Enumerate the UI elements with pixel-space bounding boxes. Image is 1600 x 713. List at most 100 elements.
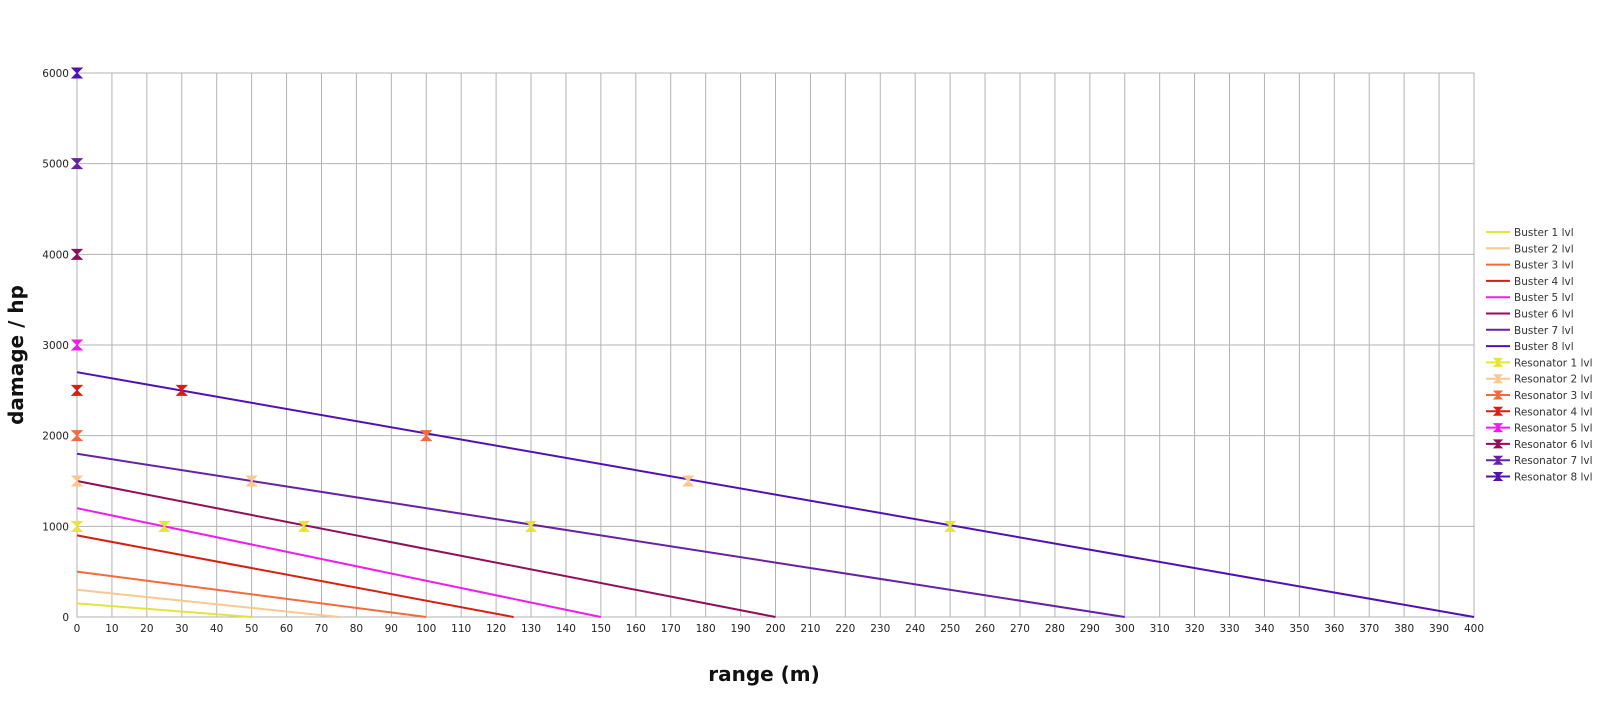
x-tick-label: 70 xyxy=(315,623,328,635)
x-tick-label: 60 xyxy=(280,623,293,635)
series-resonator-8-lvl xyxy=(70,67,84,79)
series-buster-8-lvl xyxy=(76,371,1475,618)
series-buster-3-lvl xyxy=(76,570,427,618)
data-point-marker xyxy=(70,475,84,487)
legend-label: Buster 3 lvl xyxy=(1514,260,1574,272)
x-tick-label: 120 xyxy=(486,623,506,635)
legend-label: Buster 5 lvl xyxy=(1514,292,1574,304)
x-tick-label: 300 xyxy=(1115,623,1135,635)
x-tick-label: 210 xyxy=(800,623,820,635)
legend-marker-icon xyxy=(1492,423,1504,433)
series-line xyxy=(76,534,514,618)
legend-label: Resonator 5 lvl xyxy=(1514,423,1593,435)
legend-item: Buster 8 lvl xyxy=(1486,341,1574,353)
y-tick-label: 5000 xyxy=(42,159,69,171)
legend-item: Resonator 8 lvl xyxy=(1486,472,1593,484)
legend-item: Buster 7 lvl xyxy=(1486,325,1574,337)
y-tick-label: 0 xyxy=(62,612,69,624)
x-tick-label: 340 xyxy=(1254,623,1274,635)
x-tick-label: 30 xyxy=(175,623,188,635)
series-line xyxy=(76,570,427,618)
series-line xyxy=(76,507,602,618)
x-tick-label: 170 xyxy=(661,623,681,635)
x-tick-label: 140 xyxy=(556,623,576,635)
series-resonator-7-lvl xyxy=(70,158,84,170)
x-tick-label: 20 xyxy=(140,623,153,635)
legend-item: Buster 1 lvl xyxy=(1486,227,1574,239)
legend-label: Resonator 3 lvl xyxy=(1514,390,1593,402)
x-tick-label: 390 xyxy=(1429,623,1449,635)
x-tick-label: 330 xyxy=(1220,623,1240,635)
x-tick-label: 230 xyxy=(870,623,890,635)
data-point-marker xyxy=(70,430,84,442)
y-tick-label: 4000 xyxy=(42,249,69,261)
legend-item: Buster 3 lvl xyxy=(1486,260,1574,272)
data-point-marker xyxy=(70,248,84,260)
y-tick-label: 3000 xyxy=(42,340,69,352)
y-axis-title: damage / hp xyxy=(4,285,28,425)
x-tick-label: 50 xyxy=(245,623,258,635)
series-line xyxy=(76,480,776,618)
x-tick-label: 100 xyxy=(416,623,436,635)
series-buster-1-lvl xyxy=(76,602,252,618)
data-point-marker xyxy=(681,475,695,487)
x-tick-label: 360 xyxy=(1324,623,1344,635)
x-tick-label: 320 xyxy=(1185,623,1205,635)
x-tick-label: 310 xyxy=(1150,623,1170,635)
legend-label: Buster 6 lvl xyxy=(1514,309,1574,321)
legend-item: Resonator 5 lvl xyxy=(1486,423,1593,435)
x-tick-label: 130 xyxy=(521,623,541,635)
legend-label: Buster 4 lvl xyxy=(1514,276,1574,288)
data-point-marker xyxy=(70,384,84,396)
y-tick-label: 1000 xyxy=(42,521,69,533)
data-point-marker xyxy=(70,67,84,79)
x-tick-label: 270 xyxy=(1010,623,1030,635)
x-tick-label: 240 xyxy=(905,623,925,635)
legend-item: Buster 4 lvl xyxy=(1486,276,1574,288)
legend-label: Buster 7 lvl xyxy=(1514,325,1574,337)
data-point-marker xyxy=(158,520,171,532)
legend-item: Resonator 4 lvl xyxy=(1486,406,1593,418)
legend-item: Resonator 6 lvl xyxy=(1486,439,1593,451)
legend-label: Resonator 2 lvl xyxy=(1514,374,1593,386)
series-resonator-2-lvl xyxy=(70,475,695,487)
legend-item: Resonator 7 lvl xyxy=(1486,455,1593,467)
grid xyxy=(76,72,1475,618)
x-tick-label: 180 xyxy=(696,623,716,635)
series-resonator-4-lvl xyxy=(70,384,188,396)
legend-label: Resonator 4 lvl xyxy=(1514,406,1593,418)
series-buster-2-lvl xyxy=(76,588,340,618)
series-resonator-6-lvl xyxy=(70,248,84,260)
x-tick-label: 370 xyxy=(1359,623,1379,635)
legend-marker-icon xyxy=(1492,374,1504,384)
legend-marker-icon xyxy=(1492,455,1504,465)
legend-item: Buster 5 lvl xyxy=(1486,292,1574,304)
legend-label: Buster 8 lvl xyxy=(1514,341,1574,353)
x-tick-label: 190 xyxy=(731,623,751,635)
x-axis-title: range (m) xyxy=(708,662,820,686)
legend-label: Resonator 6 lvl xyxy=(1514,439,1593,451)
x-tick-label: 260 xyxy=(975,623,995,635)
data-point-marker xyxy=(297,520,311,532)
series-buster-6-lvl xyxy=(76,480,776,618)
x-tick-label: 280 xyxy=(1045,623,1065,635)
x-tick-label: 400 xyxy=(1464,623,1484,635)
x-tick-label: 200 xyxy=(765,623,785,635)
axes: 0 10 20 30 40 50 60 70 80 90 100 110 120 130 140 150 160… xyxy=(42,68,1484,635)
x-tick-label: 110 xyxy=(451,623,471,635)
series-group xyxy=(70,67,1475,618)
legend-item: Resonator 3 lvl xyxy=(1486,390,1593,402)
legend-item: Resonator 1 lvl xyxy=(1486,357,1593,369)
data-point-marker xyxy=(70,158,84,170)
legend-item: Resonator 2 lvl xyxy=(1486,374,1593,386)
y-tick-label: 6000 xyxy=(42,68,69,80)
legend-item: Buster 2 lvl xyxy=(1486,243,1574,255)
x-tick-label: 10 xyxy=(105,623,118,635)
series-buster-5-lvl xyxy=(76,507,602,618)
x-tick-label: 160 xyxy=(626,623,646,635)
series-buster-4-lvl xyxy=(76,534,514,618)
series-resonator-1-lvl xyxy=(70,520,957,532)
x-tick-label: 250 xyxy=(940,623,960,635)
data-point-marker xyxy=(175,384,188,396)
